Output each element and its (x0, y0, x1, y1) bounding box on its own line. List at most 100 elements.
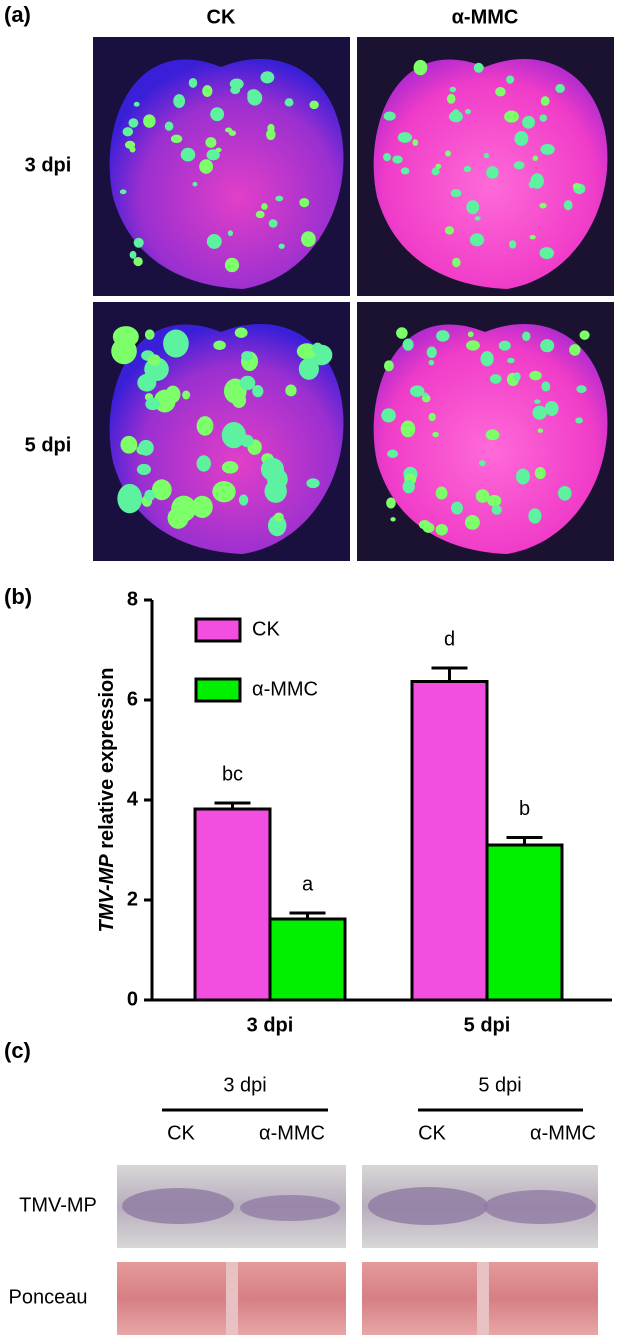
fluorescent-spot (192, 181, 198, 187)
fluorescent-spot (268, 219, 278, 228)
fluorescent-spot (182, 390, 191, 400)
fluorescent-spot (532, 155, 539, 161)
leaf (109, 58, 344, 289)
fluorescent-spot (445, 150, 451, 157)
fluorescent-spot (383, 111, 396, 121)
fluorescent-spot (428, 412, 436, 422)
fluorescent-spot (144, 329, 155, 340)
fluorescent-spot (120, 486, 132, 494)
fluorescent-spot (234, 327, 248, 338)
bar (485, 843, 564, 1002)
fluorescent-spot (421, 392, 429, 397)
group-title: 3 dpi (223, 1074, 266, 1096)
fluorescent-spot (400, 167, 410, 175)
fluorescent-spot (231, 391, 247, 409)
band (368, 1187, 488, 1225)
fluorescent-spot (452, 257, 461, 268)
fluorescent-spot (252, 385, 264, 398)
fluorescent-spot (504, 110, 519, 123)
fluorescent-spot (435, 523, 448, 536)
fluorescent-spot (124, 140, 136, 149)
fluorescent-spot (206, 149, 220, 161)
bar (193, 807, 272, 1002)
fluorescent-spot (444, 226, 455, 235)
photo (357, 37, 614, 296)
fluorescent-spot (537, 428, 544, 433)
fluorescent-spot (513, 372, 521, 382)
fluorescent-spot (466, 200, 480, 215)
y-axis-label-text: relative expression (96, 668, 118, 849)
fluorescent-spot (260, 71, 275, 84)
x-tick-label: 3 dpi (247, 1014, 294, 1036)
fluorescent-spot (173, 94, 186, 109)
fluorescent-spot (495, 87, 506, 97)
lane-label: CK (167, 1122, 195, 1144)
fluorescent-spot (213, 340, 226, 351)
fluorescent-spot (240, 434, 254, 448)
error-bar (431, 666, 468, 682)
legend-label: CK (252, 618, 280, 640)
fluorescent-spot (448, 110, 463, 123)
lane-label: CK (418, 1122, 446, 1144)
fluorescent-spot (479, 460, 486, 467)
fluorescent-spot (255, 210, 265, 219)
fluorescent-spot (261, 203, 268, 210)
fluorescent-spot (464, 515, 480, 530)
fluorescent-spot (238, 494, 249, 506)
fluorescent-spot (435, 163, 442, 170)
fluorescent-spot (402, 479, 415, 494)
legend-label: α-MMC (252, 678, 318, 700)
fluorescent-spot (122, 127, 134, 137)
y-tick-label: 4 (127, 788, 139, 810)
fluorescent-spot (475, 489, 490, 503)
fluorescent-spot (206, 234, 222, 249)
x-tick-label: 5 dpi (464, 1014, 511, 1036)
fluorescent-spot (133, 237, 144, 248)
fluorescent-spot (301, 231, 316, 247)
fluorescent-spot (487, 494, 502, 507)
fluorescent-spot (241, 350, 253, 361)
fluorescent-spot (309, 100, 319, 110)
fluorescent-spot (386, 497, 396, 509)
y-tick-label: 8 (127, 588, 138, 610)
fluorescent-spot (210, 107, 225, 122)
legend-swatch (194, 617, 242, 643)
significance-letter: bc (222, 763, 243, 785)
fluorescent-spot (539, 247, 555, 260)
fluorescent-spot (278, 243, 285, 249)
fluorescent-spot (191, 495, 213, 519)
fluorescent-spot (532, 405, 547, 420)
fluorescent-spot (239, 375, 256, 391)
fluorescent-spot (530, 173, 544, 189)
fluorescent-spot (285, 384, 297, 397)
fluorescent-spot (136, 463, 152, 476)
fluorescent-spot (558, 486, 572, 501)
fluorescent-spot (485, 429, 500, 441)
fluorescent-spot (163, 329, 189, 358)
lane-label: α-MMC (530, 1122, 596, 1144)
fluorescent-spot (522, 331, 531, 342)
fluorescent-spot (540, 339, 555, 353)
fluorescent-spot (390, 517, 396, 522)
fluorescent-spot (541, 381, 551, 392)
y-axis-label-italic: TMV-MP (96, 854, 118, 933)
bar (410, 680, 489, 1002)
fluorescent-spot (205, 137, 217, 148)
bar (268, 917, 347, 1002)
fluorescent-spot (133, 101, 140, 107)
fluorescent-spot (196, 416, 214, 436)
fluorescent-spot (569, 344, 581, 356)
fluorescent-spot (467, 331, 474, 338)
y-axis-label: TMV-MP relative expression (96, 668, 118, 933)
fluorescent-spot (435, 486, 448, 500)
fluorescent-spot (296, 343, 317, 360)
fluorescent-spot (133, 256, 143, 267)
fluorescent-spot (167, 507, 189, 529)
fluorescent-spot (221, 421, 246, 449)
fluorescent-spot (413, 59, 428, 76)
fluorescent-spot (422, 522, 435, 533)
panel-label: (a) (4, 2, 31, 27)
fluorescent-spot (119, 189, 127, 195)
y-tick-label: 0 (127, 988, 138, 1010)
